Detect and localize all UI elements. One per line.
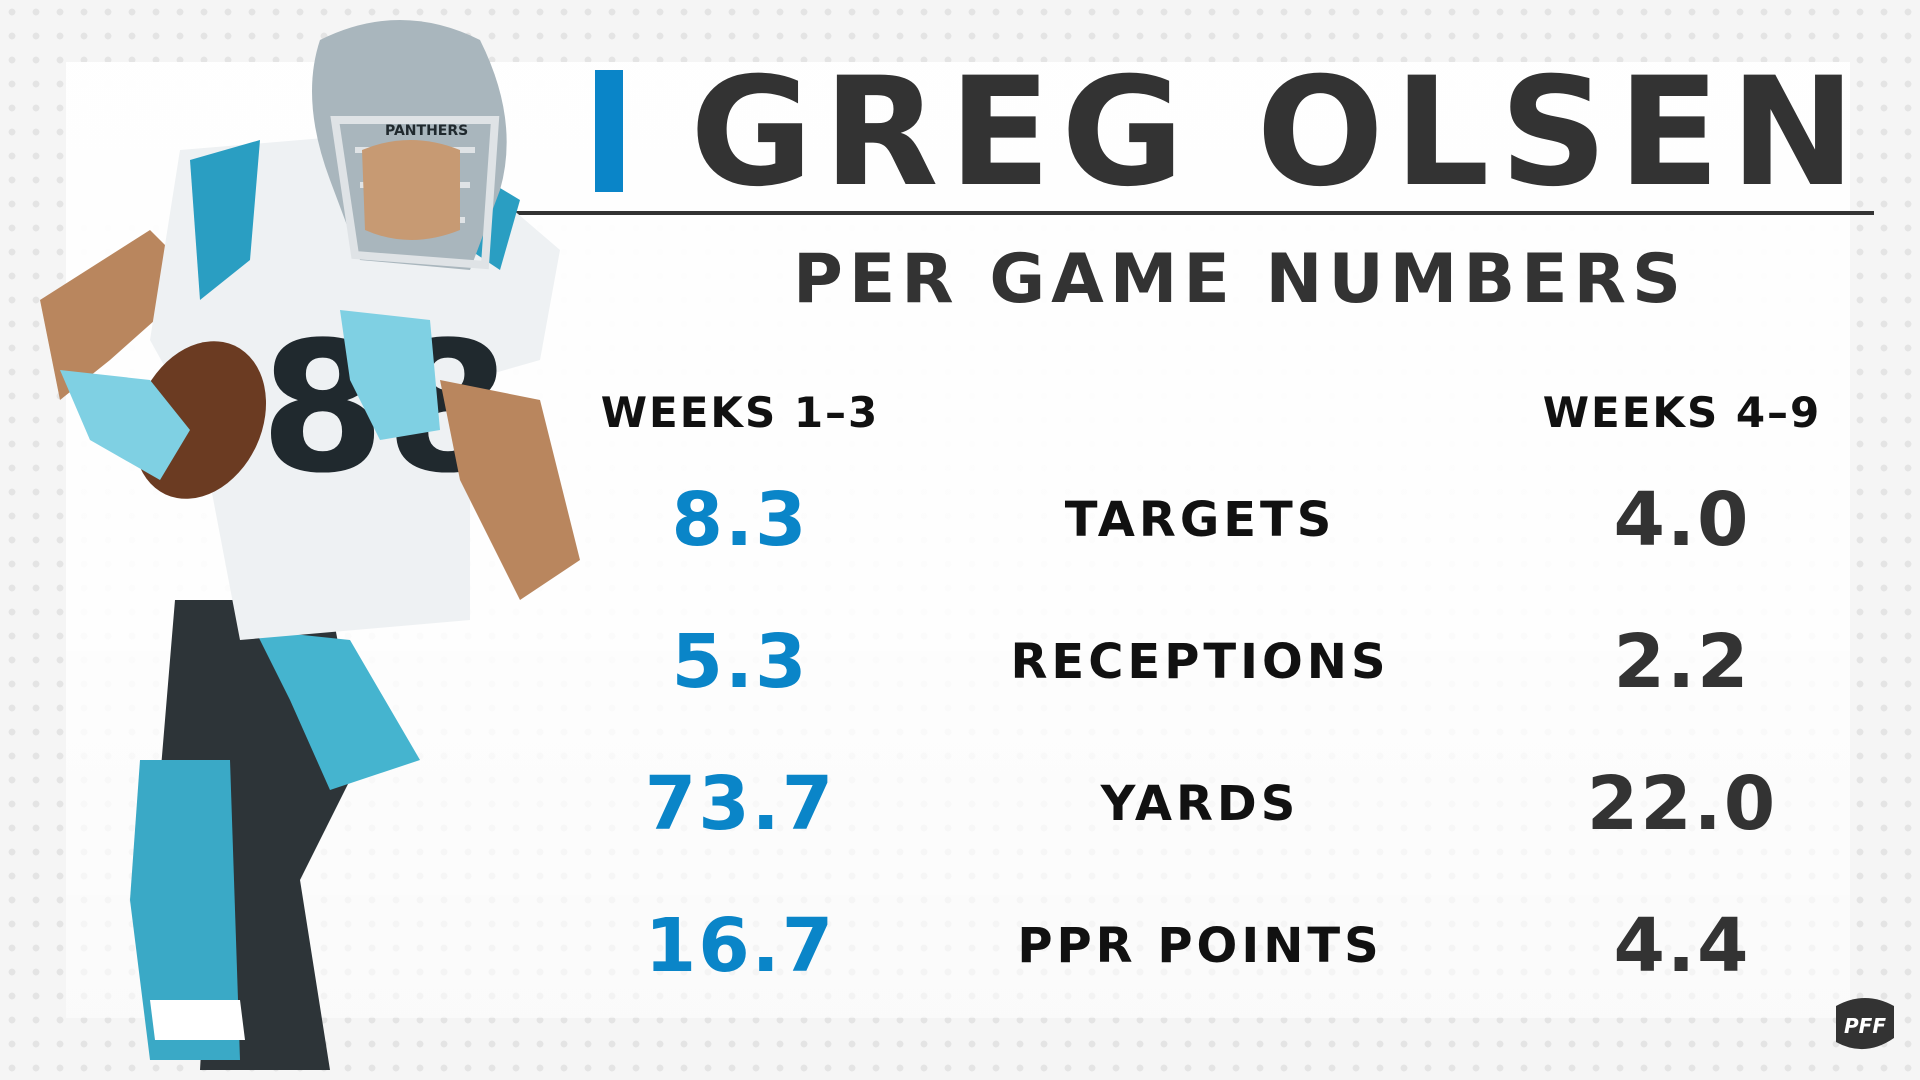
stat-row: 16.7 PPR POINTS 4.4 <box>0 896 1920 996</box>
stat-row: 8.3 TARGETS 4.0 <box>0 470 1920 570</box>
weeks-4-9-value: 4.4 <box>1613 903 1751 989</box>
player-illustration: 88 PANTHERS <box>40 20 580 1070</box>
weeks-1-3-value: 5.3 <box>671 619 809 705</box>
helmet-text: PANTHERS <box>385 123 468 139</box>
title-underline <box>500 211 1874 215</box>
pff-logo-text: PFF <box>1844 1014 1886 1038</box>
stat-row: 73.7 YARDS 22.0 <box>0 754 1920 854</box>
stat-label: YARDS <box>1100 776 1300 832</box>
chart-subtitle: PER GAME NUMBERS <box>793 240 1687 319</box>
column-header-weeks-4-9: WEEKS 4–9 <box>1542 388 1822 437</box>
weeks-1-3-value: 8.3 <box>671 477 809 563</box>
stat-label: PPR POINTS <box>1017 918 1383 974</box>
stat-row: 5.3 RECEPTIONS 2.2 <box>0 612 1920 712</box>
pff-logo: PFF <box>1836 998 1894 1050</box>
stat-label: RECEPTIONS <box>1010 634 1390 690</box>
weeks-1-3-value: 16.7 <box>644 903 836 989</box>
column-header-weeks-1-3: WEEKS 1–3 <box>600 388 880 437</box>
player-name-title: GREG OLSEN <box>690 46 1866 220</box>
stat-label: TARGETS <box>1064 492 1336 548</box>
weeks-1-3-value: 73.7 <box>644 761 836 847</box>
weeks-4-9-value: 4.0 <box>1613 477 1751 563</box>
weeks-4-9-value: 22.0 <box>1586 761 1778 847</box>
title-accent-bar <box>595 70 623 192</box>
weeks-4-9-value: 2.2 <box>1613 619 1751 705</box>
